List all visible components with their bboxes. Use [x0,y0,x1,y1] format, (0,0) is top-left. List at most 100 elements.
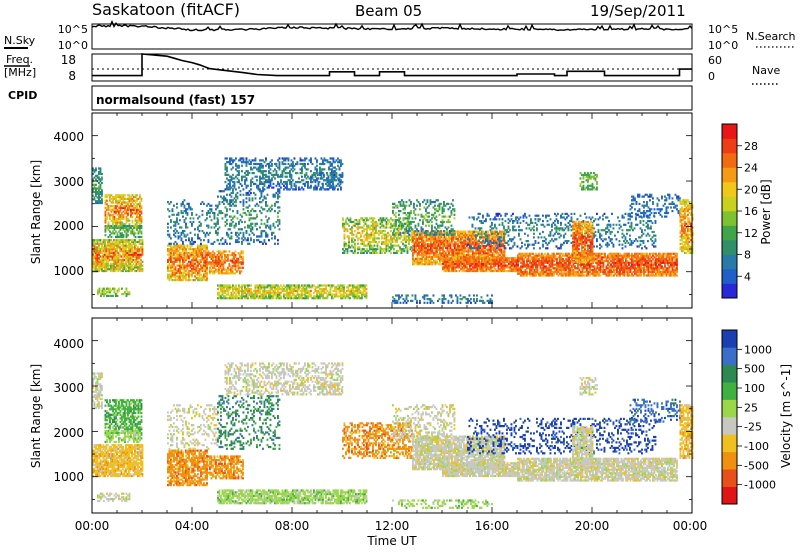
power-cell [217,196,219,198]
power-cell [250,185,252,187]
power-cell [324,163,326,165]
power-cell [222,212,224,214]
power-cell [393,248,395,250]
power-cell [226,219,228,221]
power-cell [277,212,279,214]
power-cell [117,295,119,297]
power-cell [354,250,356,252]
power-cell [101,198,103,200]
power-cell [341,176,343,178]
power-cell [298,177,300,179]
power-cell [234,181,236,183]
power-cell [225,181,227,183]
power-cell [357,243,359,245]
power-cell [303,188,305,190]
nsearch-top: 10^5 [708,23,738,36]
power-cell [170,243,172,245]
power-cell [294,157,296,159]
power-cell [220,210,222,212]
power-cell [261,219,263,221]
power-cell [199,216,201,218]
power-cell [234,185,236,187]
power-cell [366,292,368,294]
power-cell [274,177,276,179]
power-cell [246,201,248,203]
power-cell [250,188,252,190]
power-cell [261,223,263,225]
power-cell [307,168,309,170]
power-cell [226,199,228,201]
power-cell [274,235,276,237]
power-cell [407,250,409,252]
power-cell [191,237,193,239]
power-cell [176,203,178,205]
power-cell [265,201,267,203]
power-cell [307,163,309,165]
power-cell [273,183,275,185]
power-cell [199,230,201,232]
power-cell [167,226,169,228]
power-cell [203,203,205,205]
power-cell [340,187,342,189]
power-cell [241,270,243,272]
power-cell [316,159,318,161]
power-cell [244,221,246,223]
power-cell [206,272,208,274]
power-cell [246,197,248,199]
power-cell [173,263,175,265]
power-cell [238,170,240,172]
power-cell [267,205,269,207]
power-cell [274,210,276,212]
power-cell [214,252,216,254]
power-cell [211,205,213,207]
power-cell [252,177,254,179]
power-cell [237,196,239,198]
date-title: 19/Sep/2011 [590,2,686,20]
power-cell [347,223,349,225]
power-cell [141,225,143,227]
power-cell [274,237,276,239]
power-cell [243,157,245,159]
noise-series [92,22,692,31]
power-cell [318,185,320,187]
power-cell [241,165,243,167]
power-cell [211,208,213,210]
nsky-label: N.Sky [4,34,36,47]
power-cell [240,201,242,203]
power-cell [229,208,231,210]
power-cell [129,220,131,222]
power-cell [277,225,279,227]
power-cell [133,227,135,229]
power-cell [123,234,125,236]
power-cell [108,221,110,223]
power-cell [209,232,211,234]
power-cell [291,185,293,187]
power-panel: 1000 2000 3000 4000 Slant Range [km] [29,113,693,308]
power-cell [121,288,123,290]
power-cell [142,268,144,270]
power-cell [256,228,258,230]
power-cell [310,170,312,172]
power-cell [206,217,208,219]
power-cell [319,181,321,183]
power-cell [291,174,293,176]
cpid-value: normalsound (fast) 157 [96,93,255,107]
power-cell [203,239,205,241]
power-cell [235,199,237,201]
power-cell [136,194,138,196]
power-cell [271,159,273,161]
power-cell [206,245,208,247]
power-cell [450,243,452,245]
power-cell [264,185,266,187]
power-cell [202,210,204,212]
power-cell [348,225,350,227]
power-cell [252,226,254,228]
power-cell [280,295,282,297]
power-cell [348,237,350,239]
power-cell [377,223,379,225]
power-cell [246,214,248,216]
power-cell [337,157,339,159]
power-cell [279,210,281,212]
power-cell [347,228,349,230]
power-cell [262,165,264,167]
